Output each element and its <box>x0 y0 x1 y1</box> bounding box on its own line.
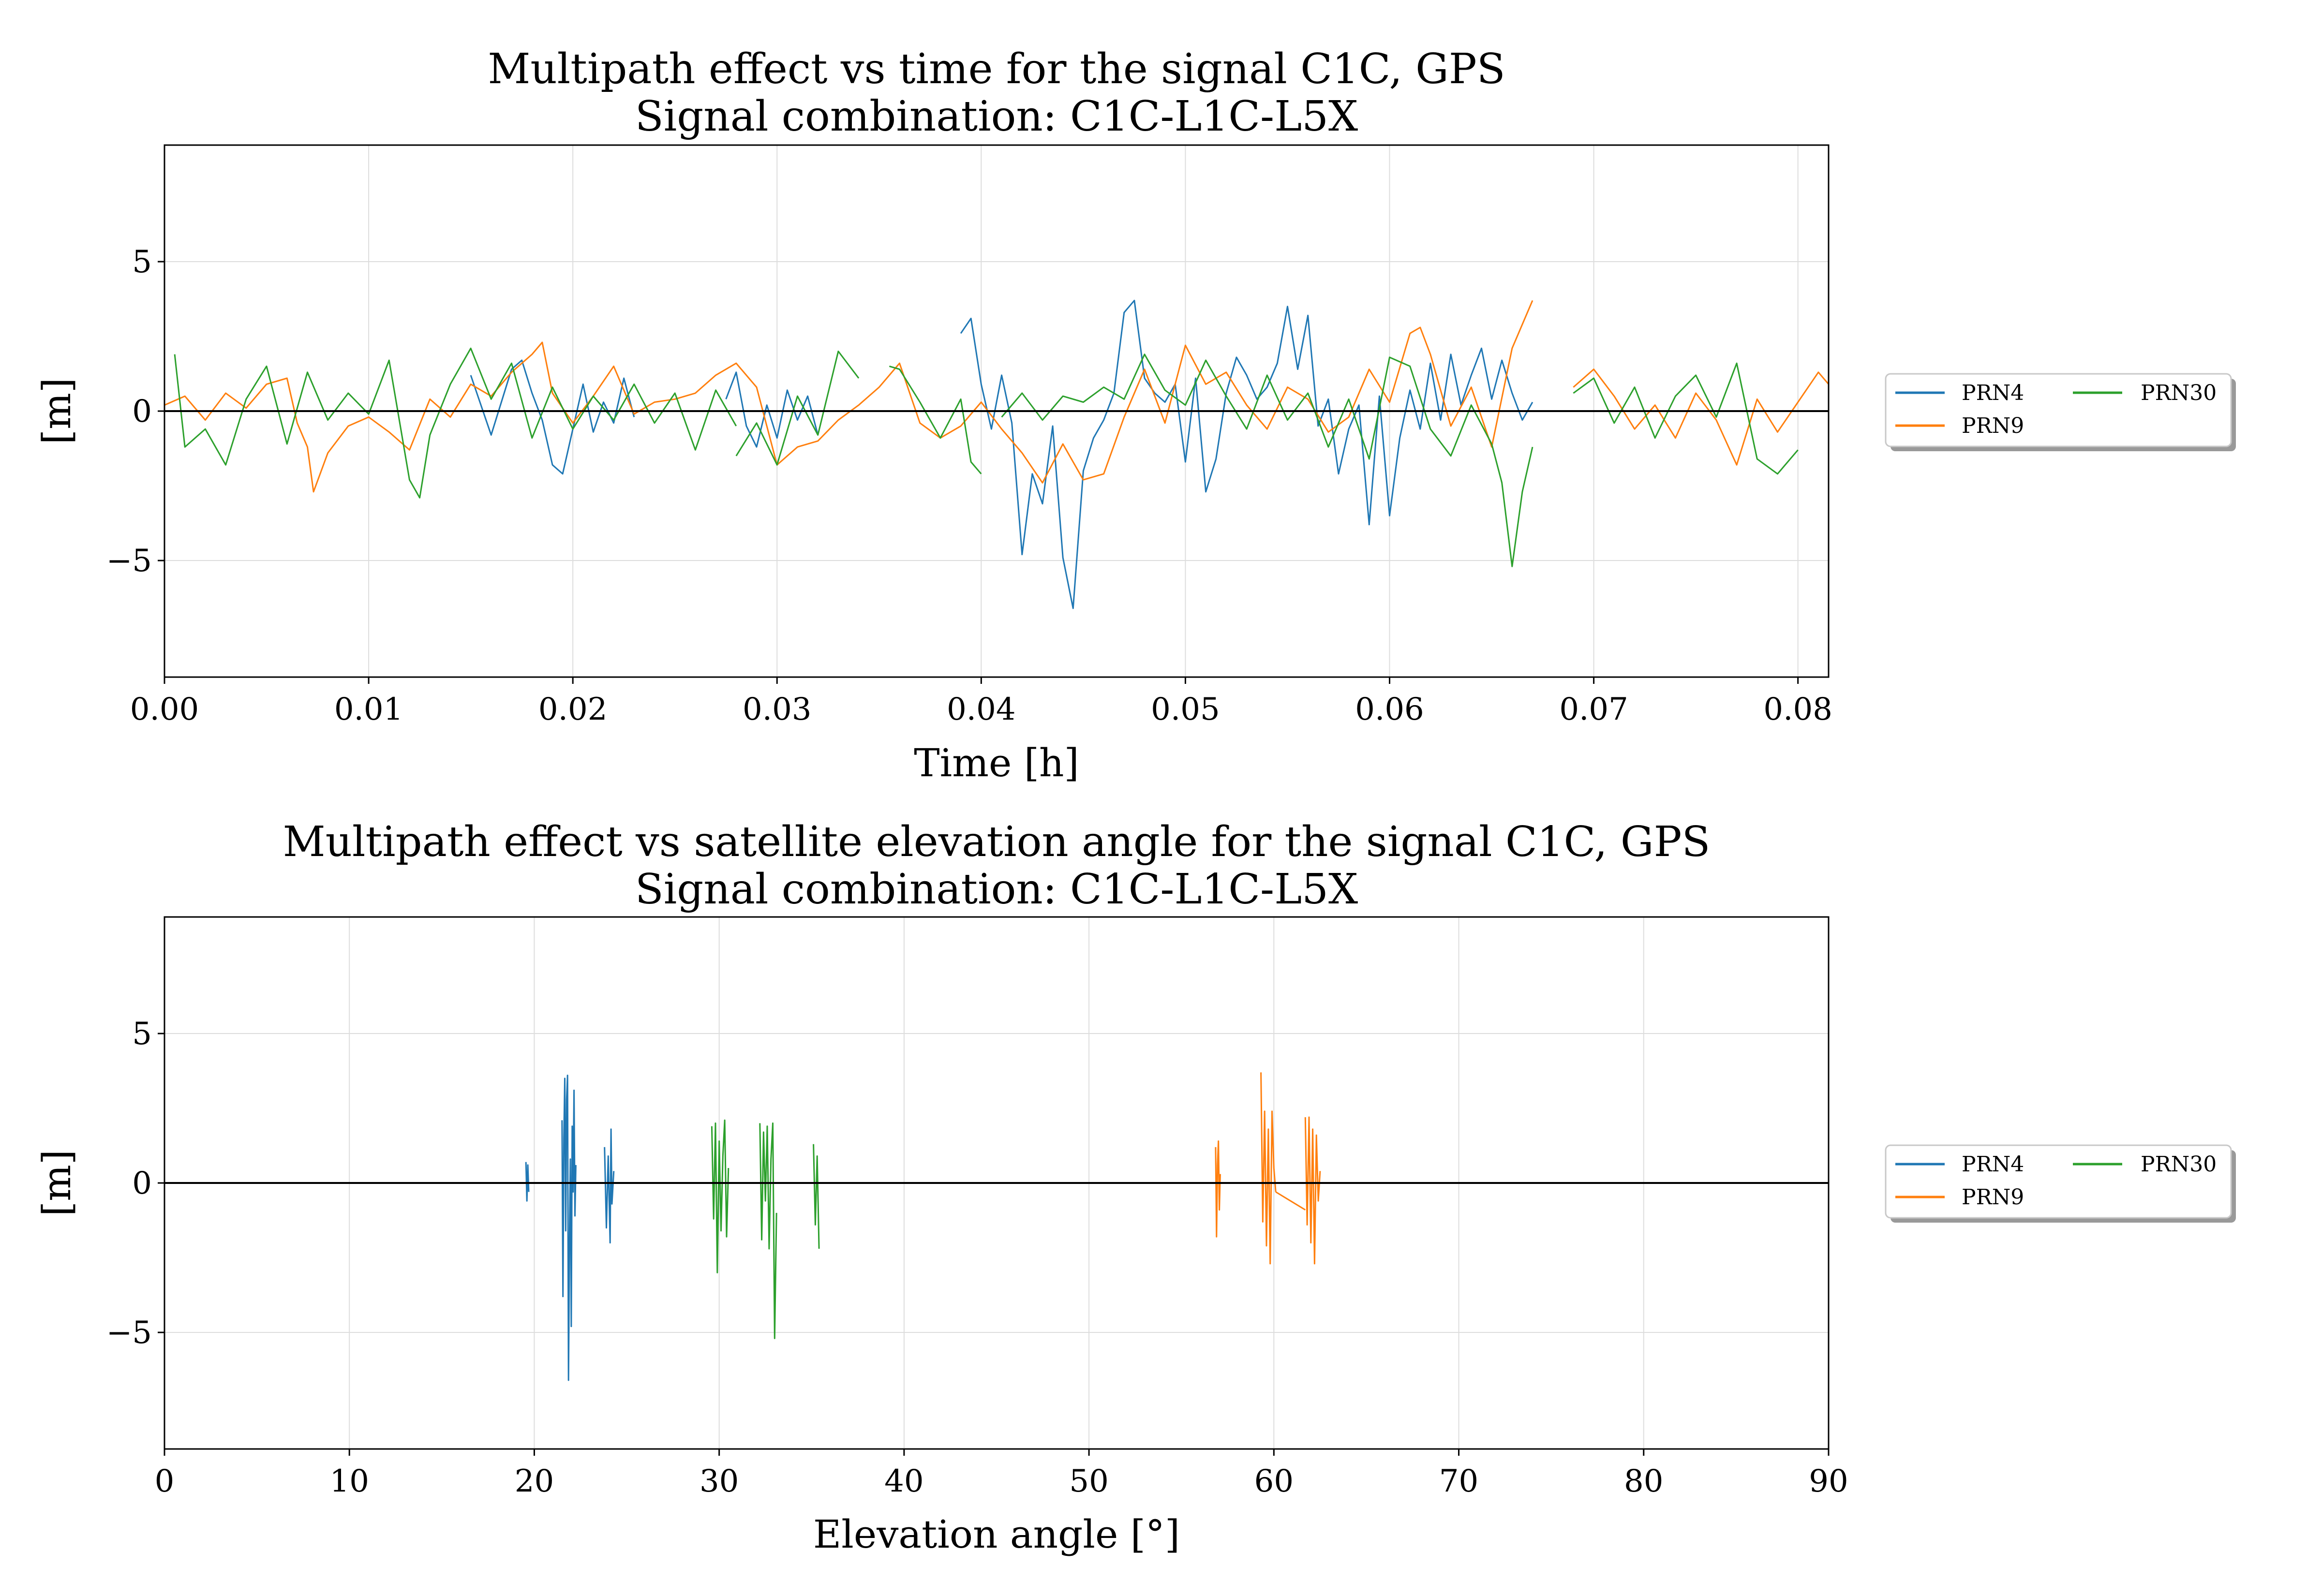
series-line-prn4 <box>604 1128 615 1244</box>
elevation-x-ticks: 0 10 20 30 40 50 60 70 80 90 <box>155 1449 1848 1499</box>
time-x-ticks: 0.00 0.01 0.02 0.03 0.04 0.05 0.06 0.07 0.08 <box>130 677 1832 727</box>
series-line-prn4 <box>960 299 1533 609</box>
series-line-prn9 <box>1275 1191 1306 1211</box>
x-tick-label: 10 <box>330 1463 369 1499</box>
elevation-series-group <box>525 1072 1321 1381</box>
time-y-ticks: −5 0 5 <box>106 244 164 579</box>
x-tick-label: 70 <box>1439 1463 1478 1499</box>
time-chart-subtitle: Signal combination: C1C-L1C-L5X <box>635 92 1358 141</box>
series-line-prn4 <box>470 359 635 475</box>
x-tick-label: 0.08 <box>1763 692 1832 727</box>
series-line-prn4 <box>725 371 819 448</box>
x-tick-label: 0.06 <box>1355 692 1424 727</box>
legend-label-prn30: PRN30 <box>2141 381 2217 405</box>
series-line-prn30 <box>889 365 982 474</box>
elevation-y-ticks: −5 0 5 <box>106 1016 164 1351</box>
time-chart-title: Multipath effect vs time for the signal … <box>488 45 1505 93</box>
y-tick-label: 0 <box>132 394 152 429</box>
legend-box <box>1885 1144 2232 1219</box>
x-tick-label: 80 <box>1624 1463 1663 1499</box>
x-tick-label: 0.03 <box>743 692 812 727</box>
x-tick-label: 90 <box>1809 1463 1848 1499</box>
legend-label-prn4: PRN4 <box>1962 1152 2024 1177</box>
elevation-y-axis-label: [m] <box>34 1150 79 1216</box>
time-panel: Multipath effect vs time for the signal … <box>34 45 2236 785</box>
x-tick-label: 60 <box>1254 1463 1294 1499</box>
series-line-prn30 <box>735 350 860 466</box>
legend-box <box>1885 373 2232 447</box>
y-tick-label: −5 <box>106 1315 152 1351</box>
x-tick-label: 40 <box>884 1463 923 1499</box>
legend-label-prn4: PRN4 <box>1962 381 2024 405</box>
time-x-axis-label: Time [h] <box>914 740 1079 785</box>
series-line-prn30 <box>813 1144 820 1249</box>
series-line-prn9 <box>164 300 1533 493</box>
x-tick-label: 30 <box>700 1463 739 1499</box>
y-tick-label: −5 <box>106 543 152 579</box>
time-legend: PRN4 PRN9 PRN30 <box>1885 373 2236 451</box>
legend-label-prn9: PRN9 <box>1962 414 2024 438</box>
elevation-panel: Multipath effect vs satellite elevation … <box>34 818 2236 1557</box>
elevation-chart-subtitle: Signal combination: C1C-L1C-L5X <box>635 865 1358 914</box>
series-line-prn9 <box>1215 1140 1221 1238</box>
x-tick-label: 50 <box>1069 1463 1108 1499</box>
series-line-prn9 <box>1573 369 1830 466</box>
y-tick-label: 5 <box>132 1016 152 1052</box>
time-series-group <box>164 299 1830 609</box>
x-tick-label: 0.01 <box>334 692 403 727</box>
series-line-prn9 <box>1260 1072 1277 1265</box>
legend-label-prn30: PRN30 <box>2141 1152 2217 1177</box>
elevation-x-axis-label: Elevation angle [°] <box>813 1512 1180 1557</box>
series-line-prn30 <box>711 1119 729 1273</box>
x-tick-label: 0.00 <box>130 692 199 727</box>
series-line-prn30 <box>1573 362 1799 475</box>
x-tick-label: 0.02 <box>538 692 608 727</box>
y-tick-label: 5 <box>132 244 152 280</box>
x-tick-label: 0.05 <box>1151 692 1220 727</box>
y-tick-label: 0 <box>132 1166 152 1201</box>
series-line-prn4 <box>561 1075 577 1381</box>
x-tick-label: 0.04 <box>947 692 1016 727</box>
legend-label-prn9: PRN9 <box>1962 1185 2024 1210</box>
elevation-legend: PRN4 PRN9 PRN30 <box>1885 1144 2236 1223</box>
x-tick-label: 0 <box>155 1463 175 1499</box>
elevation-chart-title: Multipath effect vs satellite elevation … <box>283 818 1711 866</box>
time-y-axis-label: [m] <box>34 378 79 444</box>
series-line-prn4 <box>525 1162 530 1202</box>
series-line-prn9 <box>1304 1116 1321 1265</box>
series-line-prn30 <box>174 347 737 499</box>
x-tick-label: 0.07 <box>1559 692 1628 727</box>
series-line-prn30 <box>1001 354 1533 567</box>
x-tick-label: 20 <box>515 1463 554 1499</box>
series-line-prn30 <box>759 1122 777 1339</box>
